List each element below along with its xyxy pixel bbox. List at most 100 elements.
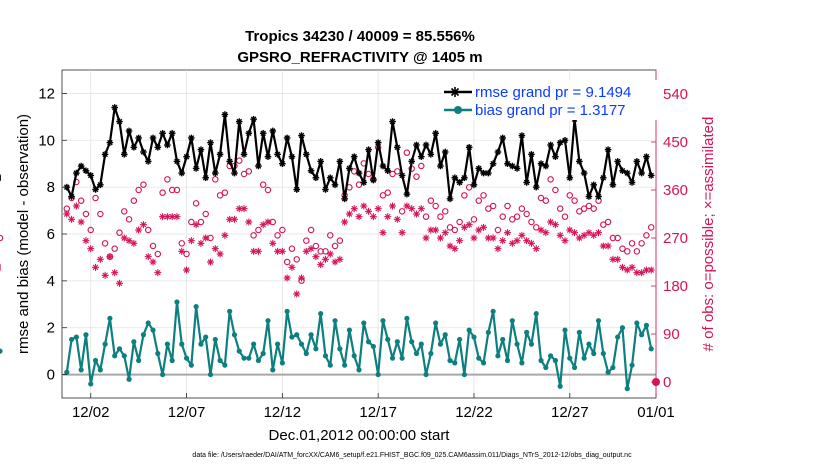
rmse-point <box>154 144 162 151</box>
obs-possible-point <box>87 226 94 234</box>
bias-point <box>231 332 238 338</box>
rmse-point <box>106 139 114 146</box>
bias-point <box>643 322 650 328</box>
rmse-point <box>211 169 219 177</box>
obs-possible-point <box>178 240 186 247</box>
rmse-point <box>312 174 320 182</box>
obs-possible-point <box>499 213 506 220</box>
bias-point <box>155 350 161 357</box>
obs-possible-point <box>140 181 147 188</box>
bias-point <box>514 341 520 347</box>
rmse-point <box>144 158 152 165</box>
rmse-point <box>518 132 526 139</box>
obs-possible-point <box>92 194 99 202</box>
obs-possible-point <box>250 232 257 239</box>
rmse-point <box>638 169 645 177</box>
obs-possible-point <box>523 210 530 218</box>
rmse-point <box>609 181 617 189</box>
bias-point <box>418 341 424 347</box>
obs-assimilated-point <box>604 242 612 250</box>
rmse-point <box>389 118 396 125</box>
bias-point <box>159 371 166 378</box>
obs-assimilated-point <box>302 247 310 255</box>
bias-point <box>97 367 103 373</box>
obs-assimilated-point <box>489 234 497 242</box>
obs-assimilated-point <box>149 258 157 266</box>
bias-point <box>255 357 262 364</box>
obs-possible-point <box>274 232 281 239</box>
bias-point <box>188 362 194 368</box>
obs-possible-point <box>441 208 449 215</box>
rmse-point <box>456 179 463 186</box>
obs-assimilated-point <box>130 239 138 247</box>
obs-assimilated-point <box>293 290 301 298</box>
rmse-point <box>374 139 382 146</box>
obs-assimilated-point <box>470 234 478 242</box>
bias-point <box>83 332 89 338</box>
rmse-point <box>628 179 636 186</box>
y-left-tick-label: 0 <box>47 367 55 384</box>
obs-possible-point <box>480 192 487 199</box>
obs-possible-point <box>576 208 583 215</box>
bias-point <box>600 350 606 357</box>
obs-possible-point <box>77 197 85 204</box>
obs-assimilated-point <box>211 245 219 253</box>
rmse-point <box>494 148 502 156</box>
obs-possible-point <box>331 242 339 250</box>
rmse-point <box>384 167 392 175</box>
bias-point <box>107 315 113 321</box>
obs-assimilated-point <box>384 213 392 221</box>
obs-possible-point <box>537 194 545 202</box>
obs-possible-point <box>633 248 641 255</box>
obs-assimilated-point <box>259 221 267 229</box>
obs-possible-series <box>0 144 655 284</box>
bias-point <box>442 332 448 338</box>
obs-possible-point <box>585 202 593 210</box>
bias-point <box>562 327 568 333</box>
bias-point <box>342 362 348 368</box>
rmse-point <box>446 195 454 203</box>
obs-possible-point <box>518 205 526 212</box>
rmse-point <box>379 162 387 170</box>
obs-possible-point <box>212 176 219 183</box>
bias-point <box>504 357 511 364</box>
obs-assimilated-point <box>298 274 306 282</box>
rmse-point <box>350 153 358 160</box>
bias-point <box>370 343 376 350</box>
obs-possible-point <box>159 189 166 196</box>
obs-possible-point <box>154 250 162 258</box>
obs-possible-point <box>542 197 550 204</box>
obs-assimilated-point <box>326 250 334 258</box>
obs-assimilated-point <box>532 245 540 253</box>
obs-possible-point <box>111 245 118 252</box>
obs-possible-point <box>394 168 401 175</box>
data-file-footnote: data file: /Users/raeder/DAI/ATM_forcXX/… <box>192 452 632 459</box>
obs-possible-point <box>528 218 535 226</box>
bias-point <box>241 355 247 361</box>
axis-ticks: 12/02 12/07 12/12 12/17 12/22 12/27 01/01 0 2 4 6 8… <box>38 70 688 421</box>
bias-point <box>112 353 118 359</box>
obs-assimilated-point <box>192 221 200 229</box>
bias-point <box>610 364 616 371</box>
obs-assimilated-point <box>460 223 468 231</box>
bias-point <box>389 355 396 361</box>
obs-possible-point <box>552 186 559 194</box>
rmse-point <box>77 162 85 170</box>
bias-point <box>476 355 482 361</box>
bias-point <box>586 341 592 347</box>
obs-possible-point <box>327 232 334 239</box>
obs-assimilated-point <box>614 255 622 263</box>
rmse-point <box>326 174 334 182</box>
rmse-point <box>552 153 559 160</box>
bias-point <box>279 360 285 366</box>
rmse-point <box>427 151 435 158</box>
rmse-point <box>346 165 353 172</box>
bias-point <box>490 308 496 314</box>
obs-possible-point <box>293 256 300 263</box>
rmse-point <box>120 151 128 158</box>
rmse-point <box>614 158 621 165</box>
bias-point <box>274 341 281 347</box>
obs-possible-point <box>288 245 296 252</box>
obs-possible-point <box>168 186 176 194</box>
rmse-point <box>513 165 521 172</box>
